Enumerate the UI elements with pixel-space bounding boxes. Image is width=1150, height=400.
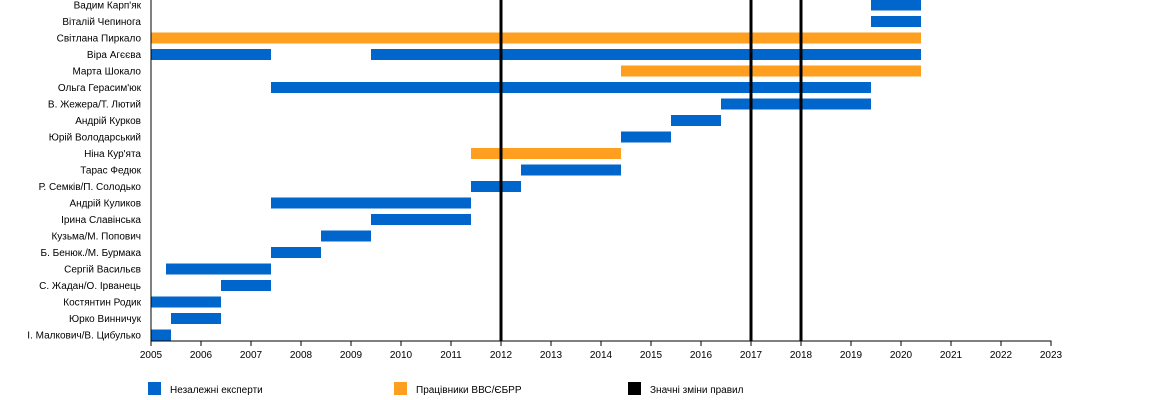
bar-independent	[521, 164, 621, 176]
category-label: С. Жадан/О. Ірванець	[39, 281, 141, 292]
bar-independent	[871, 0, 921, 11]
bar-independent	[151, 329, 171, 341]
legend: Незалежні експерти Працівники ВВС/ЄБРР Зна…	[148, 382, 744, 396]
category-label: Юрко Винничук	[69, 314, 142, 325]
category-label: Костянтин Родик	[63, 298, 141, 309]
x-tick-label: 2010	[390, 350, 413, 361]
legend-swatch	[628, 382, 641, 395]
bar-independent	[171, 313, 221, 324]
x-tick-label: 2015	[640, 350, 663, 361]
bar-staff	[621, 65, 921, 77]
category-label: Андрій Куликов	[69, 199, 141, 210]
x-tick-label: 2008	[290, 350, 313, 361]
x-tick-label: 2021	[940, 350, 963, 361]
bar-independent	[871, 16, 921, 27]
category-label: Світлана Пиркало	[57, 34, 142, 45]
category-label: Андрій Курков	[75, 116, 141, 127]
rule-change-lines	[499, 0, 803, 341]
x-tick-label: 2017	[740, 350, 763, 361]
legend-label: Незалежні експерти	[170, 385, 263, 396]
bar-independent	[271, 247, 321, 258]
x-tick-label: 2013	[540, 350, 563, 361]
bar-independent	[621, 131, 671, 143]
legend-swatch	[148, 382, 161, 395]
category-label: Марта Шокало	[72, 67, 141, 78]
x-tick-label: 2009	[340, 350, 363, 361]
category-label: Тарас Федюк	[80, 166, 141, 177]
x-tick-label: 2016	[690, 350, 713, 361]
bar-independent	[321, 230, 371, 242]
bar-staff	[151, 32, 921, 44]
category-label: І. Малкович/В. Цибулько	[27, 330, 141, 342]
x-tick-label: 2011	[440, 350, 462, 361]
category-label: Юрій Володарський	[49, 133, 141, 144]
category-label: Ірина Славінська	[61, 215, 141, 226]
bar-independent	[471, 181, 521, 192]
category-label: Віра Агєєва	[87, 50, 142, 61]
legend-item-rules: Значні зміни правил	[628, 382, 744, 396]
category-label: Б. Бенюк./М. Бурмака	[41, 248, 142, 259]
bar-staff	[471, 148, 621, 159]
bar-independent	[371, 214, 471, 225]
x-tick-label: 2020	[890, 350, 913, 361]
bar-independent	[151, 49, 271, 60]
category-label: Ніна Кур'ята	[84, 149, 141, 160]
category-label: Віталій Чепинога	[62, 17, 141, 28]
category-label: В. Жежера/Т. Лютий	[48, 100, 141, 111]
category-label: Кузьма/М. Попович	[51, 232, 141, 243]
category-label: Вадим Карп'як	[74, 1, 142, 12]
x-tick-label: 2005	[140, 350, 163, 361]
bar-independent	[271, 82, 871, 93]
bar-independent	[371, 49, 921, 60]
x-tick-label: 2023	[1040, 350, 1063, 361]
category-label: Сергій Васильєв	[64, 265, 141, 276]
x-tick-label: 2014	[590, 350, 613, 361]
x-tick-label: 2019	[840, 350, 863, 361]
x-tick-label: 2012	[490, 350, 513, 361]
category-labels: Вадим Карп'як Віталій Чепинога Світлана Пи…	[27, 1, 141, 342]
legend-label: Значні зміни правил	[650, 385, 744, 396]
x-tick-label: 2022	[990, 350, 1013, 361]
x-tick-label: 2006	[190, 350, 213, 361]
legend-label: Працівники ВВС/ЄБРР	[416, 385, 522, 396]
x-axis: 2005 2006 2007 2008 2009 2010 2011 2012 2013 2014…	[140, 0, 1063, 361]
category-label: Ольга Герасим'юк	[58, 83, 142, 94]
bar-independent	[151, 296, 221, 308]
bar-independent	[671, 115, 721, 126]
category-label: Р. Семків/П. Солодько	[39, 182, 142, 193]
bar-independent	[221, 280, 271, 291]
legend-item-staff: Працівники ВВС/ЄБРР	[394, 382, 522, 396]
bar-independent	[271, 197, 471, 209]
x-tick-label: 2018	[790, 350, 813, 361]
bar-independent	[721, 98, 871, 110]
bar-independent	[166, 263, 271, 275]
legend-item-independent: Незалежні експерти	[148, 382, 263, 396]
bars-layer	[151, 0, 921, 341]
x-tick-label: 2007	[240, 350, 263, 361]
legend-swatch	[394, 382, 407, 395]
